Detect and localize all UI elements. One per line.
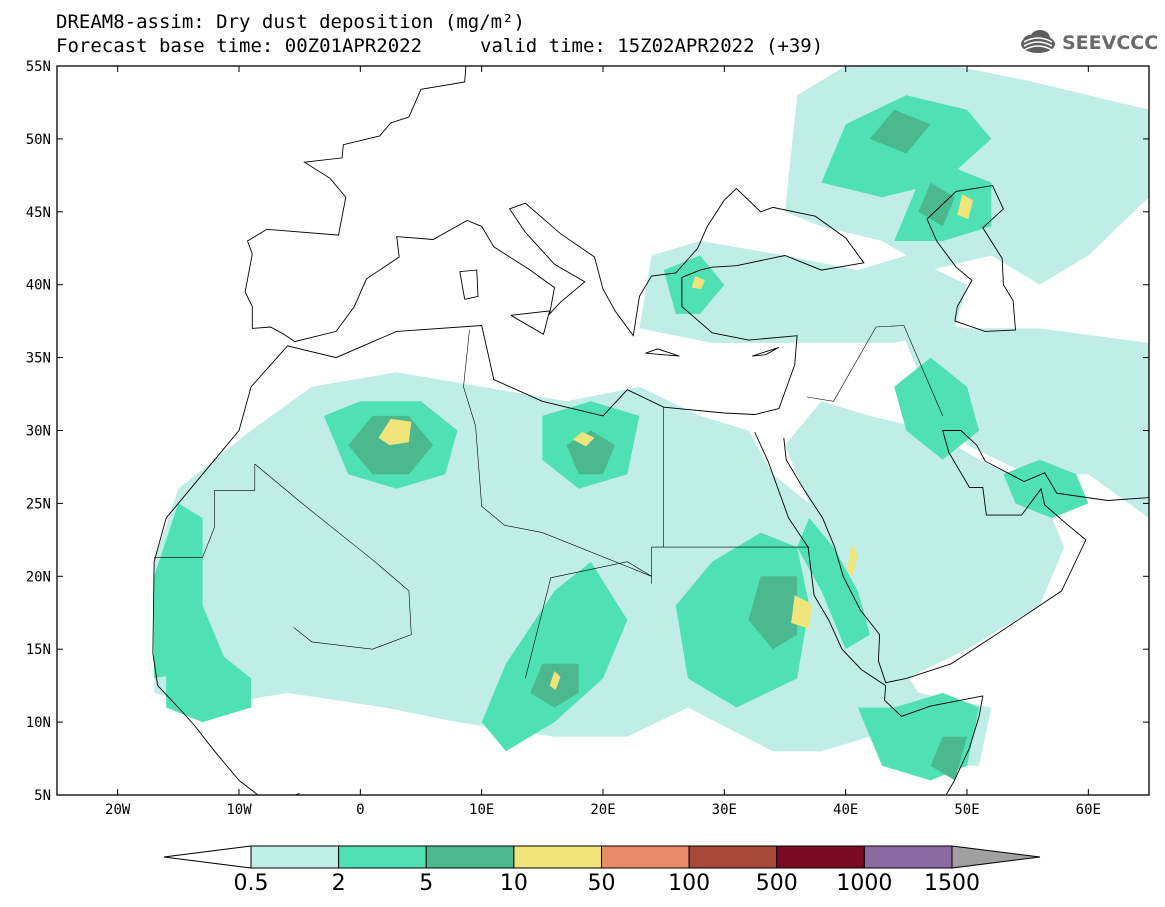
dust-area-caspian-hotspot [957, 194, 974, 220]
legend-level-label: 5 [419, 871, 433, 896]
lat-label: 45N [26, 205, 51, 221]
dust-area-red-sea-arabia-west [797, 518, 870, 650]
legend-level-label: 500 [756, 871, 798, 896]
dust-area-libya-hotspot [572, 432, 595, 447]
dust-area-russia-core [869, 109, 931, 154]
legend-over-arrow [951, 845, 1041, 869]
legend-level-label: 10 [500, 871, 528, 896]
legend-swatch [863, 845, 953, 869]
coastline [926, 185, 1016, 332]
dust-area-sudan-core [748, 576, 798, 650]
legend-under-arrow [163, 845, 252, 869]
forecast-base-time: Forecast base time: 00Z01APR2022 [56, 35, 423, 57]
dust-layer [154, 66, 1149, 781]
lat-label: 35N [26, 351, 51, 367]
legend-level-label: 0.5 [234, 871, 269, 896]
cloud-icon [1021, 30, 1055, 53]
legend-level-label: 2 [332, 871, 346, 896]
coastline [754, 431, 984, 795]
lat-label: 10N [26, 715, 51, 731]
coastline [459, 269, 479, 300]
legend-level-label: 100 [668, 871, 710, 896]
legend-colorbar: 0.5 2 5 10 50 100 500 1000 1500 [163, 845, 1041, 896]
valid-time: valid time: 15Z02APR2022 (+39) [480, 35, 824, 57]
lon-label: 30E [712, 802, 737, 818]
country-border [463, 329, 652, 584]
lat-label: 25N [26, 496, 51, 512]
lat-label: 50N [26, 132, 51, 148]
dust-area-caspian-core [918, 182, 955, 227]
dust-area-persian-gulf-east [1003, 459, 1089, 518]
country-border [525, 561, 652, 679]
dust-area-chad-niger [481, 561, 628, 752]
legend-swatch [425, 845, 515, 869]
lat-label: 20N [26, 569, 51, 585]
dust-area-sahel-west [166, 649, 252, 723]
lon-label: 10W [226, 802, 252, 818]
logo-text: SEEVCCC [1062, 32, 1159, 54]
country-border [651, 546, 664, 577]
lon-label: 20E [590, 802, 615, 818]
dust-area-west-sahara-coast [154, 503, 227, 679]
dust-area-algeria-core [348, 415, 434, 475]
coastline [783, 430, 1149, 684]
lon-label: 60E [1076, 802, 1101, 818]
country-border [806, 325, 943, 417]
coastline [510, 310, 551, 335]
legend-level-label: 50 [588, 871, 616, 896]
country-border [154, 464, 256, 558]
dust-area-algeria-hotspot [378, 418, 412, 446]
legend-swatch [513, 845, 602, 869]
coastlines [152, 66, 1149, 795]
lat-label: 55N [26, 59, 51, 75]
lon-label: 40E [833, 802, 858, 818]
dust-area-chad-hotspot [549, 671, 561, 690]
coastline [645, 348, 680, 357]
map-title: DREAM8-assim: Dry dust deposition (mg/m²… [56, 11, 525, 33]
axis-labels: 55N 50N 45N 40N 35N 30N 25N 20N 15N 10N 5N 20W 10W 0 1… [26, 59, 1149, 818]
lat-label: 15N [26, 642, 51, 658]
coastline [752, 346, 780, 357]
legend-swatch [688, 845, 778, 869]
legend-level-label: 1000 [836, 871, 892, 896]
legend-swatch [776, 845, 865, 869]
dust-area-iran [894, 313, 1149, 518]
lat-label: 30N [26, 424, 51, 440]
lon-label: 20W [105, 802, 131, 818]
dust-area-somalia-core [930, 736, 967, 781]
dust-area-red-sea-hotspot [846, 544, 858, 577]
country-border [254, 463, 412, 650]
lat-label: 40N [26, 278, 51, 294]
legend-level-label: 1500 [924, 871, 980, 896]
lon-label: 50E [954, 802, 979, 818]
dust-area-arabia [785, 401, 1065, 679]
dust-area-sudan-hotspot [791, 595, 812, 629]
coastline [152, 561, 300, 795]
lon-label: 0 [356, 802, 364, 818]
lat-label: 5N [34, 788, 51, 804]
coastline [153, 66, 865, 562]
lon-label: 10E [469, 802, 494, 818]
legend-swatch [601, 845, 690, 869]
legend-swatch [338, 845, 427, 869]
dust-area-iraq-iran [894, 357, 980, 460]
dust-area-aegean-hotspot [691, 276, 705, 290]
legend-swatch [250, 845, 340, 869]
